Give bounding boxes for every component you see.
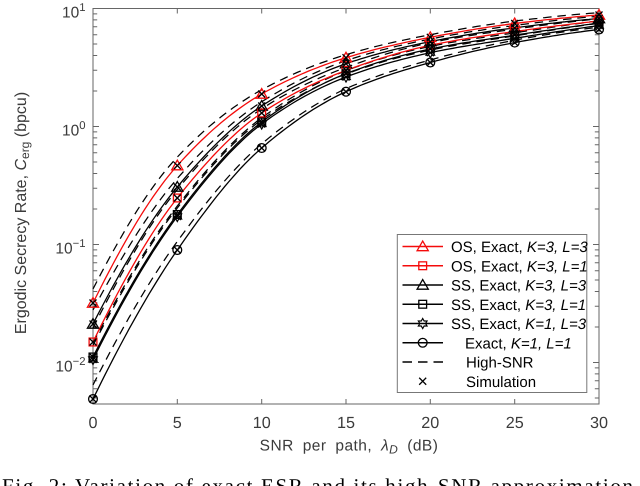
svg-text:Fig. 2: Variation of exact ESR: Fig. 2: Variation of exact ESR and its h… <box>2 474 634 486</box>
svg-text:30: 30 <box>590 414 608 432</box>
svg-text:Simulation: Simulation <box>466 374 536 391</box>
svg-text:High-SNR: High-SNR <box>466 355 534 372</box>
svg-text:20: 20 <box>421 414 439 432</box>
svg-text:SS, Exact, K=3, L=3: SS, Exact, K=3, L=3 <box>451 278 587 295</box>
svg-text:0: 0 <box>88 414 97 432</box>
svg-text:SNR per path, λD (dB): SNR per path, λD (dB) <box>260 438 439 457</box>
svg-text:SS, Exact, K=3, L=1: SS, Exact, K=3, L=1 <box>451 297 586 314</box>
svg-text:5: 5 <box>173 414 182 432</box>
svg-text:15: 15 <box>337 414 355 432</box>
svg-text:OS, Exact, K=3, L=1: OS, Exact, K=3, L=1 <box>451 258 588 275</box>
svg-text:25: 25 <box>506 414 524 432</box>
svg-text:10: 10 <box>253 414 271 432</box>
svg-text:Exact, K=1, L=1: Exact, K=1, L=1 <box>465 335 572 352</box>
svg-text:OS, Exact, K=3, L=3: OS, Exact, K=3, L=3 <box>451 239 588 256</box>
svg-text:SS, Exact, K=1, L=3: SS, Exact, K=1, L=3 <box>451 316 587 333</box>
svg-text:Ergodic Secrecy Rate, Cerg (bp: Ergodic Secrecy Rate, Cerg (bpcu) <box>13 92 32 334</box>
